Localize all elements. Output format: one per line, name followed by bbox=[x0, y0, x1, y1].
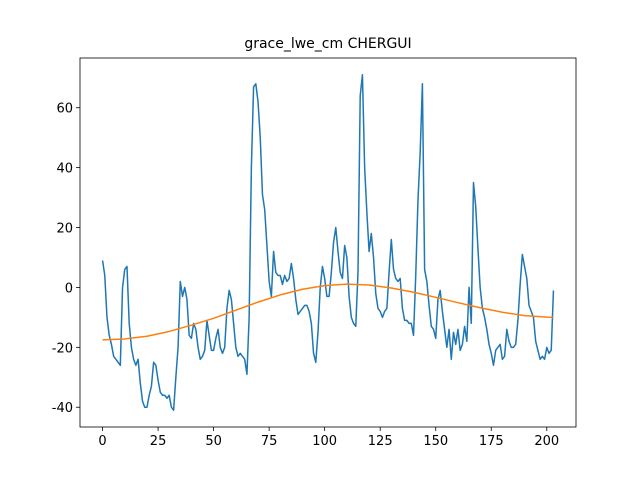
x-tick-label: 50 bbox=[205, 434, 222, 449]
y-tick-label: 40 bbox=[56, 162, 73, 177]
x-tick-label: 25 bbox=[150, 434, 167, 449]
x-tick-label: 175 bbox=[479, 434, 504, 449]
axes-frame bbox=[79, 57, 577, 428]
y-tick-label: 0 bbox=[65, 281, 73, 296]
x-tick-label: 125 bbox=[368, 434, 393, 449]
x-tick-label: 0 bbox=[98, 434, 106, 449]
x-tick-label: 75 bbox=[261, 434, 278, 449]
x-tick-label: 150 bbox=[423, 434, 448, 449]
chart-title: grace_lwe_cm CHERGUI bbox=[244, 36, 411, 52]
x-tick-label: 100 bbox=[312, 434, 337, 449]
data-line bbox=[102, 283, 554, 341]
y-tick-label: -20 bbox=[52, 341, 73, 356]
data-line bbox=[101, 74, 555, 411]
y-tick-label: 20 bbox=[56, 222, 73, 237]
y-tick-label: 60 bbox=[56, 102, 73, 117]
x-tick-label: 200 bbox=[534, 434, 559, 449]
y-tick-label: -40 bbox=[52, 401, 73, 416]
